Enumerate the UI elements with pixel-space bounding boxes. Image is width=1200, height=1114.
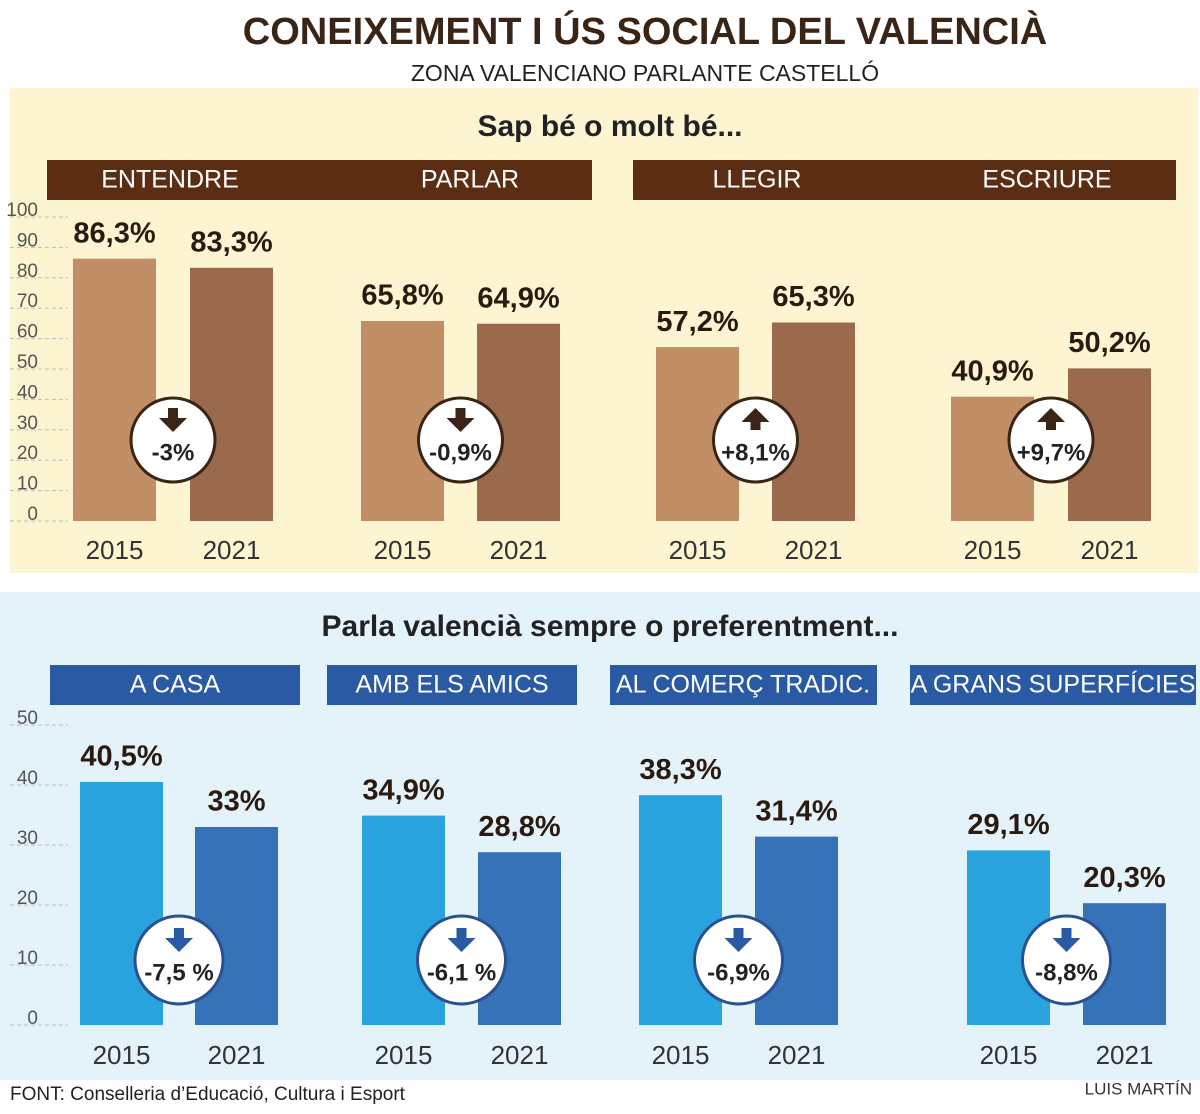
y-tick-label: 10 bbox=[17, 474, 38, 495]
value-label: 65,8% bbox=[361, 280, 443, 312]
panel-banner bbox=[633, 160, 905, 200]
y-tick-label: 30 bbox=[17, 828, 38, 849]
value-label: 64,9% bbox=[477, 282, 559, 314]
change-arrow bbox=[741, 408, 770, 430]
value-label: 50,2% bbox=[1068, 327, 1150, 359]
value-label: 65,3% bbox=[772, 281, 854, 313]
change-arrow bbox=[1052, 928, 1081, 952]
panel-banner bbox=[905, 160, 1176, 200]
y-tick-label: 20 bbox=[17, 888, 38, 909]
panel-banner bbox=[610, 665, 877, 705]
panel-title: AL COMERÇ TRADIC. bbox=[616, 671, 870, 699]
value-label: 86,3% bbox=[73, 217, 155, 249]
y-tick-label: 70 bbox=[17, 291, 38, 312]
panel-banner bbox=[320, 160, 592, 200]
y-tick-label: 40 bbox=[17, 382, 38, 403]
x-tick-label: 2015 bbox=[374, 535, 432, 565]
x-tick-label: 2021 bbox=[491, 1040, 549, 1070]
x-tick-label: 2021 bbox=[768, 1040, 826, 1070]
author: LUIS MARTÍN bbox=[1085, 1079, 1192, 1098]
bar bbox=[73, 258, 156, 521]
x-tick-label: 2021 bbox=[208, 1040, 266, 1070]
panel-title: AMB ELS AMICS bbox=[355, 671, 548, 699]
y-tick-label: 50 bbox=[17, 352, 38, 373]
x-tick-label: 2015 bbox=[980, 1040, 1038, 1070]
x-tick-label: 2015 bbox=[964, 535, 1022, 565]
change-label: -0,9% bbox=[429, 439, 492, 466]
y-tick-label: 50 bbox=[17, 708, 38, 729]
panel-title: A CASA bbox=[130, 671, 221, 699]
change-arrow bbox=[165, 928, 193, 952]
x-tick-label: 2021 bbox=[785, 535, 843, 565]
value-label: 33% bbox=[207, 786, 265, 818]
change-badge bbox=[1021, 914, 1112, 1006]
page-subtitle: ZONA VALENCIANO PARLANTE CASTELLÓ bbox=[411, 60, 879, 86]
change-badge bbox=[133, 914, 225, 1006]
x-tick-label: 2021 bbox=[490, 535, 548, 565]
source-note: FONT: Conselleria d’Educació, Cultura i … bbox=[10, 1084, 406, 1105]
change-arrow bbox=[159, 408, 187, 432]
change-badge bbox=[417, 396, 504, 484]
y-tick-label: 20 bbox=[17, 443, 38, 464]
x-tick-label: 2021 bbox=[203, 535, 261, 565]
change-badge bbox=[416, 914, 507, 1006]
change-label: -7,5 % bbox=[144, 959, 213, 986]
change-badge bbox=[129, 396, 217, 484]
value-label: 34,9% bbox=[362, 774, 444, 806]
panel-title: LLEGIR bbox=[713, 166, 802, 194]
value-label: 20,3% bbox=[1083, 862, 1165, 894]
y-tick-label: 90 bbox=[17, 230, 38, 251]
section-title: Sap bé o molt bé... bbox=[477, 110, 742, 143]
value-label: 28,8% bbox=[478, 811, 560, 843]
y-tick-label: 80 bbox=[17, 261, 38, 282]
change-arrow bbox=[1037, 408, 1065, 430]
panel-title: PARLAR bbox=[421, 166, 519, 194]
x-tick-label: 2015 bbox=[669, 535, 727, 565]
change-label: -6,9% bbox=[707, 959, 770, 986]
change-badge bbox=[693, 914, 784, 1006]
change-label: -3% bbox=[152, 439, 195, 466]
change-badge bbox=[712, 396, 799, 484]
change-label: -8,8% bbox=[1035, 959, 1098, 986]
change-arrow bbox=[446, 408, 475, 432]
value-label: 57,2% bbox=[656, 306, 738, 338]
change-badge bbox=[1007, 396, 1095, 484]
change-arrow bbox=[724, 928, 753, 952]
value-label: 31,4% bbox=[755, 795, 837, 827]
panel-banner bbox=[47, 160, 320, 200]
x-tick-label: 2015 bbox=[652, 1040, 710, 1070]
value-label: 40,5% bbox=[80, 741, 162, 773]
value-label: 38,3% bbox=[639, 754, 721, 786]
panel-banner bbox=[327, 665, 577, 705]
y-tick-label: 0 bbox=[27, 1008, 38, 1029]
y-tick-label: 0 bbox=[27, 504, 38, 525]
value-label: 40,9% bbox=[951, 355, 1033, 387]
panel-banner bbox=[50, 665, 300, 705]
y-tick-label: 10 bbox=[17, 948, 38, 969]
x-tick-label: 2015 bbox=[93, 1040, 151, 1070]
y-tick-label: 40 bbox=[17, 768, 38, 789]
x-tick-label: 2015 bbox=[375, 1040, 433, 1070]
change-label: -6,1 % bbox=[427, 959, 496, 986]
panel-title: A GRANS SUPERFÍCIES bbox=[911, 670, 1196, 699]
bar bbox=[190, 267, 273, 521]
section-title: Parla valencià sempre o preferentment... bbox=[322, 610, 899, 643]
x-tick-label: 2021 bbox=[1096, 1040, 1154, 1070]
value-label: 83,3% bbox=[190, 226, 272, 258]
page-title: CONEIXEMENT I ÚS SOCIAL DEL VALENCIÀ bbox=[243, 9, 1047, 53]
change-label: +8,1% bbox=[721, 439, 790, 466]
panel-title: ENTENDRE bbox=[101, 166, 239, 194]
x-tick-label: 2015 bbox=[86, 535, 144, 565]
value-label: 29,1% bbox=[967, 809, 1049, 841]
y-tick-label: 100 bbox=[6, 200, 38, 221]
panel-banner bbox=[910, 665, 1196, 705]
change-label: +9,7% bbox=[1017, 439, 1086, 466]
x-tick-label: 2021 bbox=[1081, 535, 1139, 565]
y-tick-label: 60 bbox=[17, 322, 38, 343]
panel-title: ESCRIURE bbox=[982, 166, 1111, 194]
change-arrow bbox=[447, 928, 476, 952]
y-tick-label: 30 bbox=[17, 413, 38, 434]
